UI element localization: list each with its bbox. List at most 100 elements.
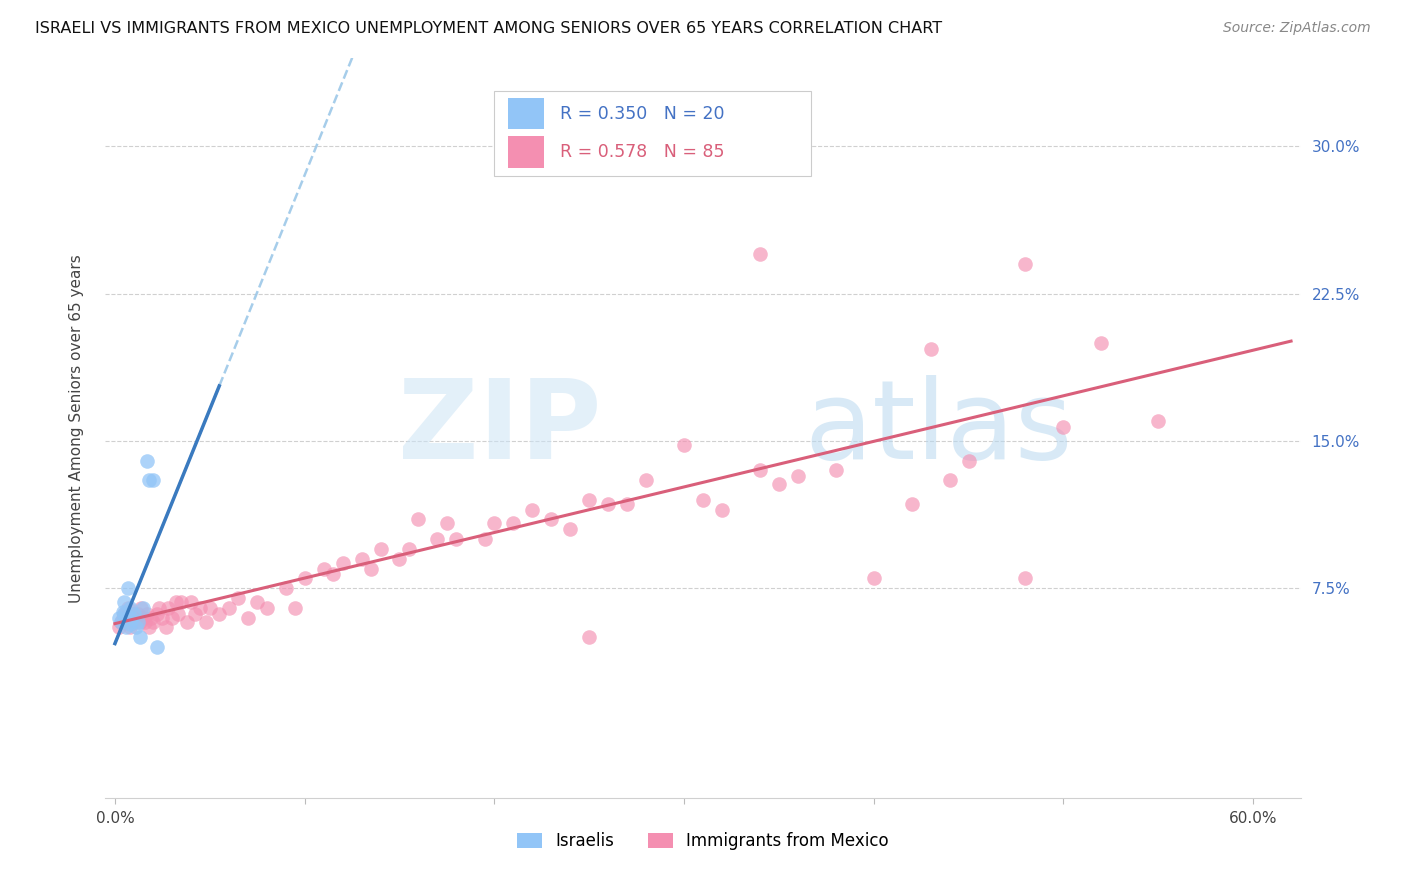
Point [294, 571, 316, 585]
Point [786, 469, 808, 483]
Point [560, 522, 582, 536]
FancyBboxPatch shape [508, 136, 544, 168]
Point [155, 620, 177, 634]
Point [188, 600, 211, 615]
Point [578, 630, 600, 644]
Point [1090, 335, 1112, 350]
FancyBboxPatch shape [508, 98, 544, 129]
Point [115, 615, 138, 629]
Point [768, 477, 790, 491]
Point [145, 640, 167, 654]
Point [388, 551, 411, 566]
Text: ISRAELI VS IMMIGRANTS FROM MEXICO UNEMPLOYMENT AMONG SENIORS OVER 65 YEARS CORRE: ISRAELI VS IMMIGRANTS FROM MEXICO UNEMPL… [35, 21, 942, 36]
Point [112, 595, 135, 609]
Point [1147, 414, 1170, 428]
Point [748, 247, 770, 261]
Point [522, 502, 544, 516]
Point [673, 129, 696, 144]
Text: atlas: atlas [804, 375, 1073, 482]
Point [138, 473, 160, 487]
Point [157, 600, 180, 615]
Point [142, 473, 165, 487]
Point [322, 567, 344, 582]
Point [122, 615, 145, 629]
Point [122, 607, 145, 621]
Point [132, 600, 155, 615]
Point [166, 607, 188, 621]
Point [398, 541, 420, 556]
Point [132, 610, 155, 624]
Point [198, 600, 221, 615]
Point [127, 607, 149, 621]
Point [107, 610, 129, 624]
Point [107, 620, 129, 634]
Point [938, 473, 960, 487]
Point [112, 607, 135, 621]
Point [616, 497, 638, 511]
Point [120, 600, 142, 615]
Point [117, 581, 139, 595]
Point [112, 607, 135, 621]
Point [183, 607, 205, 621]
Point [920, 342, 942, 356]
Text: ZIP: ZIP [398, 375, 602, 482]
Point [117, 610, 139, 624]
Text: R = 0.350   N = 20: R = 0.350 N = 20 [560, 104, 724, 122]
Point [176, 615, 198, 629]
Point [195, 615, 218, 629]
Point [121, 610, 143, 624]
Point [138, 620, 160, 634]
Point [139, 610, 162, 624]
Point [128, 615, 150, 629]
Point [117, 610, 139, 624]
Point [474, 532, 496, 546]
Point [824, 463, 846, 477]
Point [125, 610, 148, 624]
Point [117, 600, 139, 615]
Point [350, 551, 373, 566]
Point [862, 571, 884, 585]
Point [218, 600, 240, 615]
Point [110, 615, 132, 629]
Point [180, 595, 202, 609]
Point [578, 492, 600, 507]
FancyBboxPatch shape [494, 91, 811, 177]
Point [360, 561, 382, 575]
Y-axis label: Unemployment Among Seniors over 65 years: Unemployment Among Seniors over 65 years [69, 254, 84, 602]
Point [1052, 420, 1074, 434]
Point [125, 620, 148, 634]
Legend: Israelis, Immigrants from Mexico: Israelis, Immigrants from Mexico [510, 825, 896, 856]
Point [134, 615, 156, 629]
Point [957, 453, 980, 467]
Point [446, 532, 468, 546]
Text: R = 0.578   N = 85: R = 0.578 N = 85 [560, 143, 724, 161]
Point [208, 607, 231, 621]
Point [1014, 257, 1036, 271]
Point [226, 591, 249, 605]
Point [121, 607, 143, 621]
Point [131, 600, 153, 615]
Point [111, 605, 134, 619]
Point [145, 607, 167, 621]
Point [274, 581, 297, 595]
Point [710, 502, 733, 516]
Point [136, 453, 159, 467]
Point [110, 615, 132, 629]
Point [598, 497, 620, 511]
Point [636, 473, 658, 487]
Point [165, 595, 187, 609]
Point [142, 615, 165, 629]
Point [748, 463, 770, 477]
Point [170, 595, 193, 609]
Point [408, 512, 430, 526]
Point [246, 595, 269, 609]
Point [332, 556, 354, 570]
Point [312, 561, 335, 575]
Point [284, 600, 307, 615]
Point [150, 610, 173, 624]
Point [128, 630, 150, 644]
Point [160, 610, 183, 624]
Point [540, 512, 562, 526]
Point [502, 516, 524, 531]
Point [370, 541, 392, 556]
